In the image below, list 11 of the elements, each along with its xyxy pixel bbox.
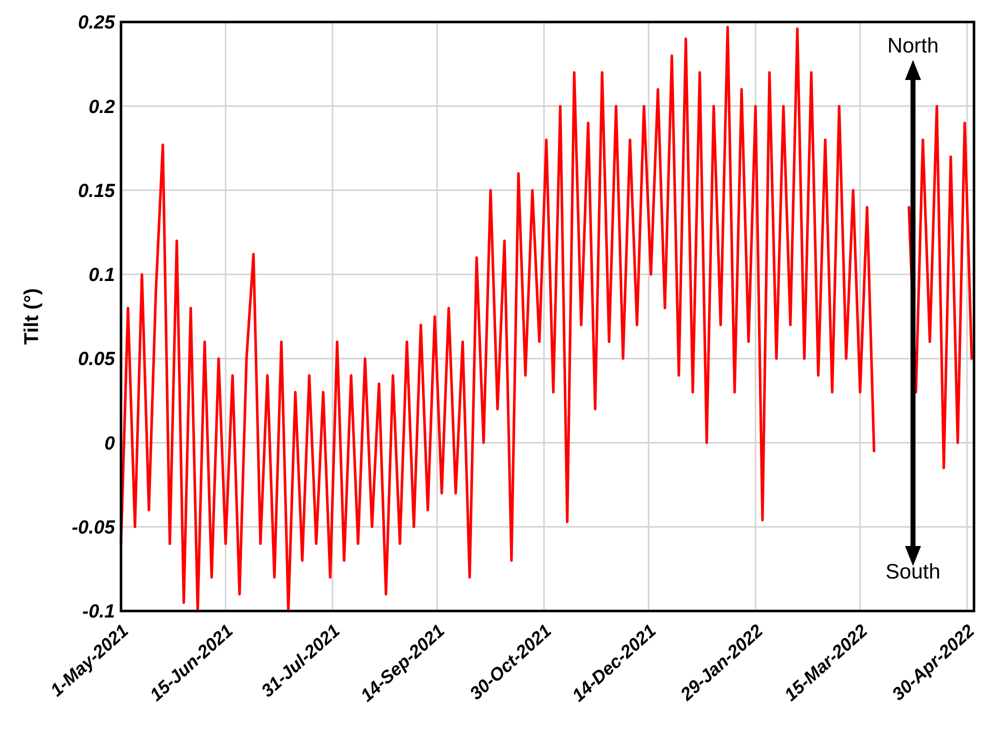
y-tick-label: 0: [104, 433, 116, 454]
y-tick-label: 0.1: [88, 265, 115, 286]
y-axis-title: Tilt (°): [21, 288, 43, 345]
y-tick-label: 0.05: [78, 349, 116, 370]
annotation: South: [886, 560, 940, 584]
y-tick-label: -0.05: [72, 518, 116, 539]
annotation: North: [887, 34, 939, 58]
y-tick-label: -0.1: [82, 602, 115, 623]
y-tick-label: 0.15: [78, 180, 116, 202]
y-tick-label: 0.2: [88, 96, 116, 118]
y-tick-label: 0.25: [78, 12, 116, 34]
